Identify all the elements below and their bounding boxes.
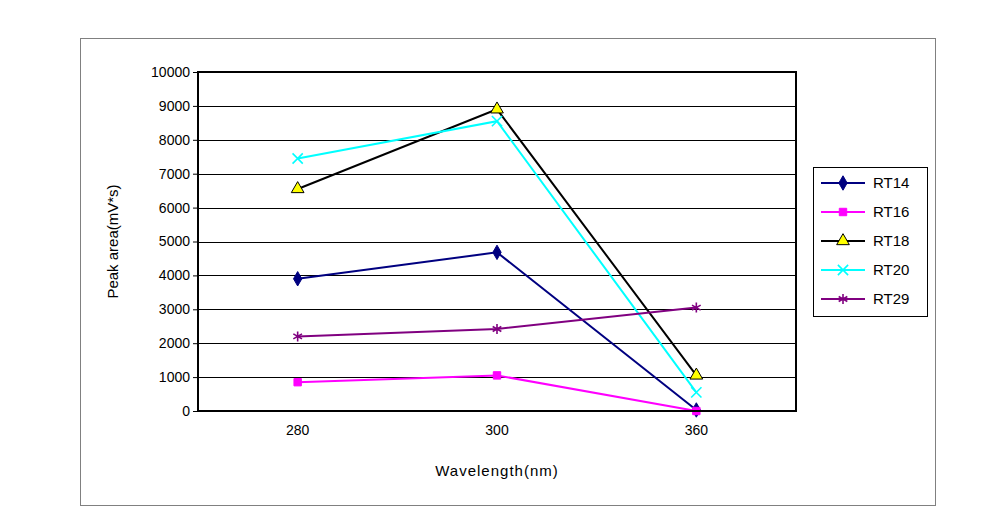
y-tick: 1000 [159,369,198,385]
legend-marker [838,265,848,275]
marker [493,372,500,379]
marker [493,324,502,334]
y-tick-label: 0 [182,403,190,419]
y-axis: 0 1000 2000 3000 4000 5000 6000 7000 8000 9000 100… [151,64,198,419]
legend-marker [839,294,848,304]
grid-line [198,242,796,243]
y-tick-mark [193,106,198,107]
grid-line [198,309,796,310]
y-tick-mark [193,377,198,378]
y-tick-label: 2000 [159,335,190,351]
y-tick-label: 7000 [159,166,190,182]
y-axis-line [198,73,199,412]
y-tick-label: 4000 [159,267,190,283]
series-line [298,375,697,411]
grid-line [198,343,796,344]
grid-line [198,411,796,412]
x-tick: 360 [685,422,709,438]
marker [294,272,302,286]
y-tick-mark [193,242,198,243]
marker [294,378,301,385]
marker [493,245,501,259]
legend-label: RT18 [873,232,909,249]
x-axis: 280 300 360 [199,412,797,438]
y-tick-mark [193,411,198,412]
y-tick-mark [193,140,198,141]
chart: 0 1000 2000 3000 4000 5000 6000 7000 8000 9000 100… [0,0,1002,517]
y-tick-mark [193,72,198,73]
grid-line [198,174,796,175]
x-tick: 280 [286,422,310,438]
y-tick: 3000 [159,301,198,317]
legend-label: RT20 [873,261,909,278]
marker [492,116,502,126]
y-tick-label: 10000 [151,64,190,80]
y-tick: 0 [182,403,198,419]
x-axis-title: Wavelength(nm) [435,462,558,479]
y-tick: 9000 [159,98,198,114]
grid-line [198,275,796,276]
x-tick-label: 300 [485,422,509,438]
marker [293,153,303,163]
grid-line [198,140,796,141]
plot-area [198,72,796,411]
y-tick-label: 6000 [159,200,190,216]
legend-label: RT14 [873,174,909,191]
y-tick-mark [193,174,198,175]
y-tick: 7000 [159,166,198,182]
marker [692,403,700,417]
marker [491,102,504,113]
legend-label: RT29 [873,290,909,307]
y-tick: 6000 [159,200,198,216]
legend-marker [837,234,850,245]
legend-box [814,168,928,317]
series-line [298,252,697,410]
legend: RT14 RT16 RT18 RT20 RT29 [814,168,928,317]
legend-marker [839,208,846,215]
series-line [298,308,697,337]
y-tick: 2000 [159,335,198,351]
series-line [298,121,697,392]
grid-line [198,208,796,209]
y-tick: 5000 [159,233,198,249]
legend-marker [839,176,847,190]
y-tick: 4000 [159,267,198,283]
legend-label: RT16 [873,203,909,220]
grid [198,73,796,412]
y-axis-title: Peak area(mV*s) [104,184,121,298]
y-tick-label: 8000 [159,132,190,148]
series-line [298,109,697,375]
marker [690,368,703,379]
y-tick-label: 1000 [159,369,190,385]
marker [291,182,304,193]
chart-frame [81,39,936,506]
marker [692,303,701,313]
x-tick-label: 360 [685,422,709,438]
y-tick-mark [193,208,198,209]
marker [293,331,302,341]
y-tick-mark [193,275,198,276]
y-tick-mark [193,309,198,310]
y-tick: 8000 [159,132,198,148]
y-tick-label: 9000 [159,98,190,114]
y-tick-mark [193,343,198,344]
plot-border [198,72,796,411]
x-axis-line [199,411,797,412]
x-tick-label: 280 [286,422,310,438]
y-tick: 10000 [151,64,198,80]
series-group [291,102,702,417]
y-tick-label: 3000 [159,301,190,317]
y-tick-label: 5000 [159,233,190,249]
marker [691,387,701,397]
x-tick: 300 [485,422,509,438]
